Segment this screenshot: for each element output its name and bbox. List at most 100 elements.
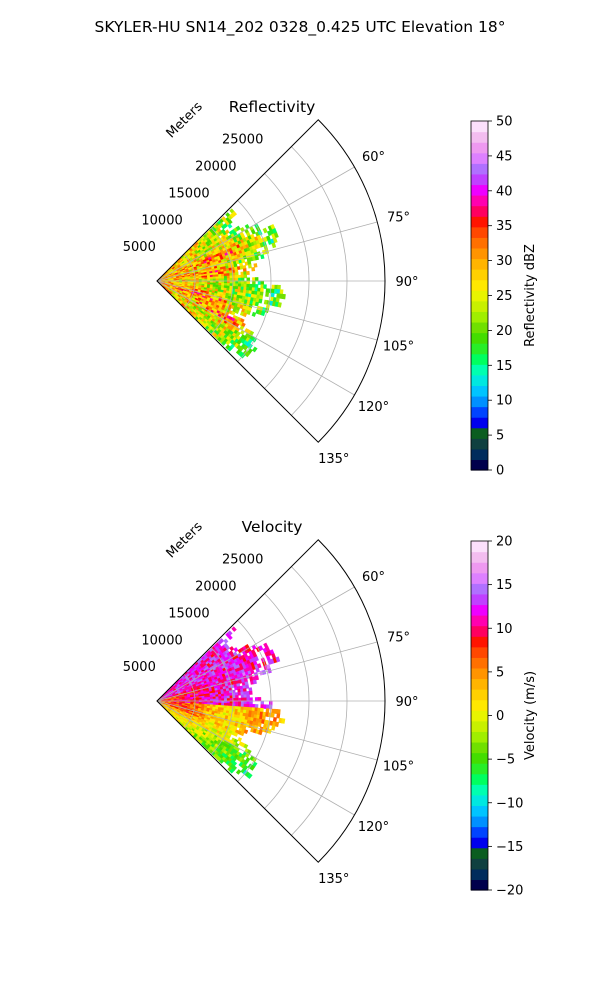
data-cell [235, 694, 239, 699]
grid-spoke [156, 700, 378, 761]
colorbar-swatch [471, 343, 488, 355]
colorbar-swatch [471, 826, 488, 838]
colorbar-swatch [471, 395, 488, 408]
data-cell [250, 229, 256, 235]
data-cell [231, 626, 237, 632]
radial-axis-label: Meters [164, 99, 206, 141]
radial-axis-label: Meters [164, 519, 206, 561]
angle-tick-label: 105° [383, 340, 414, 355]
colorbar-swatch [471, 879, 488, 891]
colorbar-swatch [471, 438, 488, 450]
radial-tick-label: 5000 [123, 660, 156, 675]
radial-tick-label: 10000 [141, 633, 182, 648]
data-cell [255, 667, 260, 673]
data-cell [246, 270, 250, 276]
angle-tick-label: 135° [318, 452, 349, 467]
data-cell [243, 703, 248, 708]
data-cell [243, 697, 248, 702]
data-cell [271, 725, 276, 731]
data-cell [252, 679, 257, 685]
colorbar-swatch [471, 615, 488, 627]
data-cell [270, 292, 275, 298]
angle-tick-label: 75° [387, 630, 410, 645]
colorbar-tick-label: 25 [496, 289, 513, 304]
colorbar-swatch [471, 374, 488, 386]
colorbar-swatch [471, 163, 488, 175]
data-cell [271, 242, 277, 249]
data-cell [234, 309, 240, 315]
radial-tick-label: 5000 [123, 240, 156, 255]
data-cell [252, 277, 256, 282]
data-cell [240, 274, 245, 279]
data-cell [242, 312, 248, 318]
data-cell [219, 758, 225, 764]
data-cell [235, 277, 239, 282]
data-cell [281, 718, 286, 724]
data-cell [262, 227, 268, 234]
colorbar-label: Reflectivity dBZ [523, 244, 538, 347]
colorbar-swatch [471, 173, 488, 186]
data-cell [243, 280, 248, 285]
radial-tick-label: 20000 [195, 160, 236, 175]
grid-spoke [156, 700, 355, 816]
colorbar-swatch [471, 572, 488, 584]
colorbar-swatch [471, 142, 488, 154]
colorbar-swatch [471, 667, 488, 680]
colorbar-tick-label: 0 [496, 709, 504, 724]
colorbar-tick-label: 50 [496, 115, 513, 130]
radial-tick-label: 20000 [195, 580, 236, 595]
data-cell [237, 274, 242, 279]
data-cell [240, 277, 245, 282]
data-cell [254, 301, 260, 307]
data-field [156, 626, 286, 780]
angle-tick-label: 90° [395, 695, 418, 710]
colorbar-swatch [471, 562, 488, 574]
data-cell [276, 713, 281, 719]
data-cell [265, 708, 270, 714]
colorbar-swatch [471, 321, 488, 334]
data-cell [265, 292, 270, 297]
data-cell [229, 768, 235, 774]
colorbar-tick-label: 0 [496, 464, 504, 479]
data-cell [231, 311, 236, 316]
data-cell [254, 277, 259, 282]
data-cell [226, 275, 231, 279]
colorbar-swatch [471, 258, 488, 270]
data-cell [260, 254, 265, 260]
colorbar-swatch [471, 226, 488, 238]
angle-tick-label: 120° [358, 820, 389, 835]
colorbar-swatch [471, 815, 488, 828]
angle-tick-label: 120° [358, 400, 389, 415]
colorbar-swatch [471, 858, 488, 870]
colorbar-tick-label: −5 [496, 753, 515, 768]
data-cell [243, 694, 248, 699]
data-cell [256, 663, 262, 669]
colorbar-swatch [471, 593, 488, 606]
colorbar-swatch [471, 699, 488, 711]
data-cell [240, 700, 245, 705]
data-cell [251, 266, 256, 272]
radial-tick-label: 15000 [168, 606, 209, 621]
panel-velocity: 60° 75° 90° 105° 120° 135° 5000 10000 15000 20000… [123, 518, 538, 899]
colorbar-tick-label: −15 [496, 840, 523, 855]
colorbar-swatch [471, 625, 488, 637]
grid-spoke [156, 221, 378, 282]
data-cell [250, 669, 255, 675]
colorbar-swatch [471, 290, 488, 302]
angle-tick-label: 105° [383, 760, 414, 775]
data-cell [260, 310, 266, 317]
data-cell [226, 695, 231, 699]
colorbar-tick-label: 35 [496, 219, 513, 234]
grid-spoke [156, 586, 355, 702]
angle-tick-label: 135° [318, 872, 349, 887]
data-cell [274, 721, 280, 728]
data-cell [240, 694, 245, 699]
data-cell [221, 340, 227, 346]
colorbar-swatch [471, 216, 488, 228]
data-cell [227, 219, 233, 225]
colorbar-swatch [471, 763, 488, 775]
colorbar-swatch [471, 195, 488, 207]
colorbar-swatch [471, 710, 488, 722]
data-cell [249, 764, 256, 771]
